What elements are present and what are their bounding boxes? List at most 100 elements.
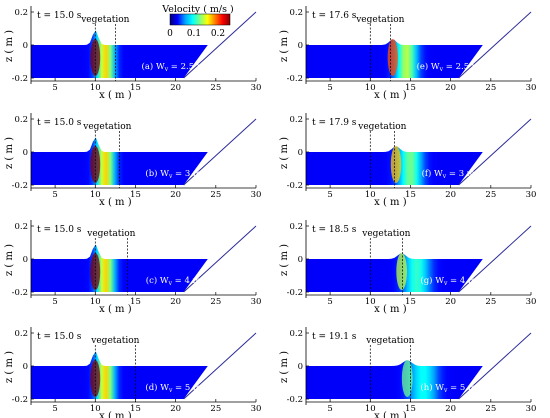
x-axis-label: x ( m ) — [99, 197, 132, 208]
x-tick-label: 5 — [327, 83, 332, 93]
panel-caption: (a) Wv = 2.5 m — [142, 61, 205, 73]
water-velocity-field — [31, 351, 208, 399]
x-tick-label: 15 — [405, 190, 416, 200]
vegetation-label: vegetation — [80, 15, 129, 25]
y-axis-label: z ( m ) — [279, 351, 290, 383]
x-tick-label: 20 — [170, 297, 181, 307]
panel-h: 5 10 15 20 25 30 0.2 0 -0.2 x ( m ) z ( m ) t = 19.… — [279, 327, 536, 418]
colorbar-tick-label: 0.2 — [211, 29, 225, 39]
colorbar-tick-label: 0 — [167, 29, 173, 39]
y-tick-label: 0 — [298, 362, 303, 372]
vegetation-label: vegetation — [355, 15, 404, 25]
x-tick-label: 5 — [52, 83, 57, 93]
x-tick-label: 25 — [210, 190, 221, 200]
time-label: t = 17.6 s — [312, 11, 357, 21]
y-tick-label: 0 — [298, 41, 303, 51]
x-tick-label: 15 — [405, 404, 416, 414]
x-tick-label: 10 — [90, 83, 101, 93]
y-tick-label: 0.2 — [14, 115, 28, 125]
colorbar-tick-label: 0.1 — [187, 29, 201, 39]
beach-slope-line — [183, 225, 257, 293]
panel-caption: (c) Wv = 4 m — [146, 275, 201, 287]
beach-slope-line — [458, 11, 532, 79]
panel-b: 5 10 15 20 25 30 0.2 0 -0.2 x ( m ) z ( m ) t = 15.… — [4, 113, 261, 208]
time-label: t = 15.0 s — [37, 11, 82, 21]
y-tick-label: 0 — [298, 255, 303, 265]
water-velocity-field — [31, 137, 208, 185]
y-tick-label: -0.2 — [12, 74, 28, 84]
time-label: t = 19.1 s — [312, 332, 357, 342]
x-axis-label: x ( m ) — [374, 197, 407, 208]
water-velocity-field — [306, 253, 483, 292]
x-tick-label: 5 — [327, 404, 332, 414]
x-tick-label: 10 — [365, 190, 376, 200]
x-tick-label: 30 — [251, 404, 262, 414]
vegetation-label: vegetation — [365, 336, 414, 346]
y-tick-label: 0 — [298, 148, 303, 158]
x-tick-label: 20 — [445, 404, 456, 414]
x-tick-label: 5 — [52, 190, 57, 200]
y-tick-label: 0.2 — [289, 115, 303, 125]
y-tick-label: 0 — [23, 255, 28, 265]
panel-caption: (e) Wv = 2.5 m — [417, 61, 480, 73]
y-tick-label: -0.2 — [12, 181, 28, 191]
y-axis-label: z ( m ) — [4, 351, 15, 383]
x-tick-label: 10 — [365, 404, 376, 414]
x-axis-label: x ( m ) — [99, 304, 132, 315]
y-axis-label: z ( m ) — [279, 244, 290, 276]
time-label: t = 15.0 s — [37, 118, 82, 128]
x-tick-label: 30 — [251, 190, 262, 200]
panel-e: 5 10 15 20 25 30 0.2 0 -0.2 x ( m ) z ( m ) t = 17.… — [279, 6, 536, 101]
velocity-peak — [387, 39, 398, 76]
vegetation-label: vegetation — [357, 122, 406, 132]
x-tick-label: 25 — [485, 404, 496, 414]
vegetation-label: vegetation — [90, 336, 139, 346]
x-tick-label: 30 — [526, 190, 537, 200]
y-tick-label: 0.2 — [14, 222, 28, 232]
x-axis-label: x ( m ) — [374, 304, 407, 315]
time-label: t = 15.0 s — [37, 225, 82, 235]
x-tick-label: 10 — [90, 404, 101, 414]
x-tick-label: 15 — [130, 297, 141, 307]
water-velocity-field — [31, 30, 208, 79]
panel-caption: (d) Wv = 5 m — [145, 382, 201, 394]
time-label: t = 15.0 s — [37, 332, 82, 342]
colorbar-title: Velocity ( m/s ) — [161, 4, 233, 15]
y-axis-label: z ( m ) — [4, 30, 15, 62]
x-tick-label: 15 — [405, 297, 416, 307]
water-velocity-field — [306, 360, 483, 399]
y-tick-label: -0.2 — [287, 74, 303, 84]
panel-caption: (f) Wv = 3 m — [422, 168, 475, 180]
water-velocity-field — [31, 244, 208, 292]
y-axis-label: z ( m ) — [4, 244, 15, 276]
x-tick-label: 20 — [445, 297, 456, 307]
time-label: t = 17.9 s — [312, 118, 357, 128]
x-tick-label: 25 — [485, 190, 496, 200]
panel-caption: (b) Wv = 3 m — [145, 168, 201, 180]
y-tick-label: 0.2 — [289, 222, 303, 232]
x-axis-label: x ( m ) — [99, 411, 132, 418]
panels-layer: 5 10 15 20 25 30 0.2 0 -0.2 x ( m ) z ( m ) t = 15.… — [4, 6, 536, 418]
y-axis-label: z ( m ) — [4, 137, 15, 169]
x-tick-label: 25 — [210, 297, 221, 307]
y-tick-label: 0.2 — [14, 8, 28, 18]
x-tick-label: 20 — [445, 190, 456, 200]
y-tick-label: 0 — [23, 41, 28, 51]
panel-g: 5 10 15 20 25 30 0.2 0 -0.2 x ( m ) z ( m ) t = 18.… — [279, 220, 536, 315]
panel-caption: (h) Wv = 5 m — [420, 382, 476, 394]
vegetation-label: vegetation — [82, 122, 131, 132]
x-tick-label: 10 — [90, 297, 101, 307]
x-tick-label: 30 — [251, 83, 262, 93]
vegetation-label: vegetation — [361, 229, 410, 239]
y-tick-label: -0.2 — [287, 288, 303, 298]
velocity-peak — [401, 360, 413, 397]
colorbar: Velocity ( m/s ) 0 0.1 0.2 — [161, 4, 233, 39]
x-tick-label: 20 — [170, 190, 181, 200]
x-tick-label: 15 — [130, 404, 141, 414]
panel-a: 5 10 15 20 25 30 0.2 0 -0.2 x ( m ) z ( m ) t = 15.… — [4, 6, 261, 101]
x-tick-label: 5 — [52, 404, 57, 414]
y-tick-label: -0.2 — [12, 395, 28, 405]
panel-c: 5 10 15 20 25 30 0.2 0 -0.2 x ( m ) z ( m ) t = 15.… — [4, 220, 261, 315]
vegetation-label: vegetation — [86, 229, 135, 239]
x-tick-label: 25 — [210, 83, 221, 93]
